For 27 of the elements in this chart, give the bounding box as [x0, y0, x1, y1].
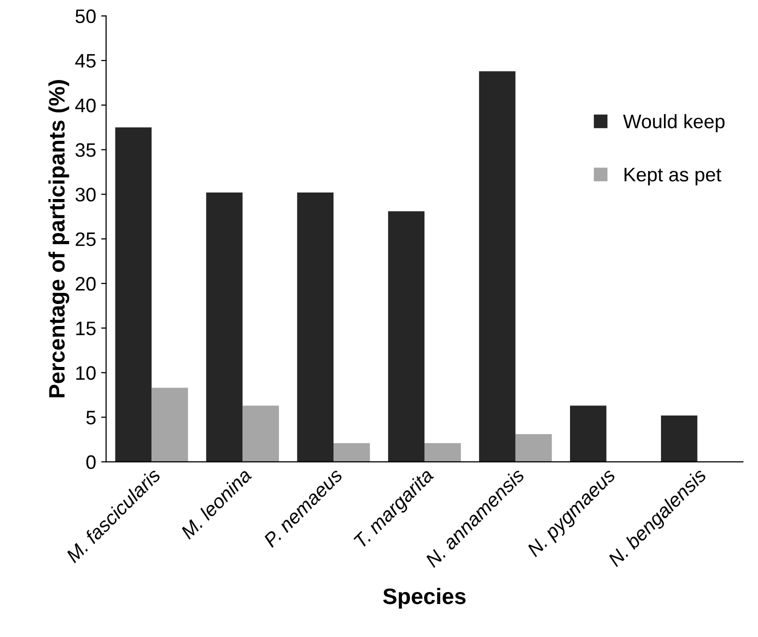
bar: [388, 211, 424, 462]
bar: [660, 415, 698, 462]
bar: [206, 192, 243, 462]
bar: [570, 406, 606, 462]
legend-label: Kept as pet: [624, 168, 722, 186]
x-axis-title: Species: [383, 588, 466, 609]
y-tick-label: 40: [75, 98, 96, 112]
bar: [515, 434, 552, 462]
bar: [115, 127, 152, 462]
y-tick-label: 10: [76, 366, 96, 380]
y-tick-label: 35: [76, 143, 96, 157]
bar: [334, 443, 370, 462]
y-tick-label: 25: [76, 232, 96, 246]
y-tick-label: 0: [86, 455, 96, 470]
y-tick-label: 45: [75, 54, 96, 68]
legend-label: Would keep: [623, 114, 725, 132]
y-axis-title: Percentage of participants (%): [48, 80, 70, 398]
y-tick-label: 5: [86, 410, 96, 424]
bar: [152, 388, 188, 462]
y-tick-label: 15: [76, 322, 96, 336]
y-tick-label: 50: [76, 9, 96, 24]
y-tick-label: 30: [76, 188, 96, 202]
bar: [479, 71, 516, 462]
y-tick-label: 20: [76, 276, 96, 291]
bar: [242, 406, 279, 462]
bar: [297, 192, 334, 462]
bar: [424, 443, 461, 462]
